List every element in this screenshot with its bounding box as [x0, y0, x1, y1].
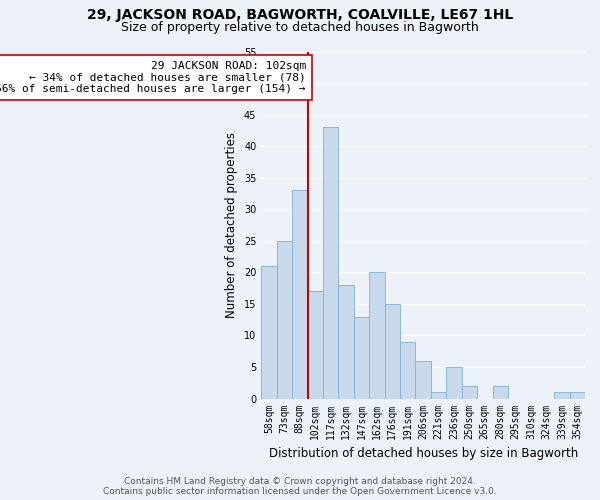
Bar — [292, 190, 308, 398]
Text: Size of property relative to detached houses in Bagworth: Size of property relative to detached ho… — [121, 21, 479, 34]
Bar — [354, 316, 369, 398]
Y-axis label: Number of detached properties: Number of detached properties — [226, 132, 238, 318]
Bar — [493, 386, 508, 398]
Text: 29 JACKSON ROAD: 102sqm
← 34% of detached houses are smaller (78)
66% of semi-de: 29 JACKSON ROAD: 102sqm ← 34% of detache… — [0, 61, 306, 94]
Bar — [415, 360, 431, 399]
Bar — [323, 127, 338, 398]
Bar — [308, 292, 323, 399]
Bar — [369, 272, 385, 398]
Bar — [385, 304, 400, 398]
Bar — [554, 392, 569, 398]
Bar — [461, 386, 477, 398]
Text: 29, JACKSON ROAD, BAGWORTH, COALVILLE, LE67 1HL: 29, JACKSON ROAD, BAGWORTH, COALVILLE, L… — [87, 8, 513, 22]
Bar — [446, 367, 461, 398]
Bar — [338, 285, 354, 399]
X-axis label: Distribution of detached houses by size in Bagworth: Distribution of detached houses by size … — [269, 447, 578, 460]
Text: Contains HM Land Registry data © Crown copyright and database right 2024.
Contai: Contains HM Land Registry data © Crown c… — [103, 476, 497, 496]
Bar — [277, 241, 292, 398]
Bar — [431, 392, 446, 398]
Bar — [400, 342, 415, 398]
Bar — [569, 392, 585, 398]
Bar — [261, 266, 277, 398]
